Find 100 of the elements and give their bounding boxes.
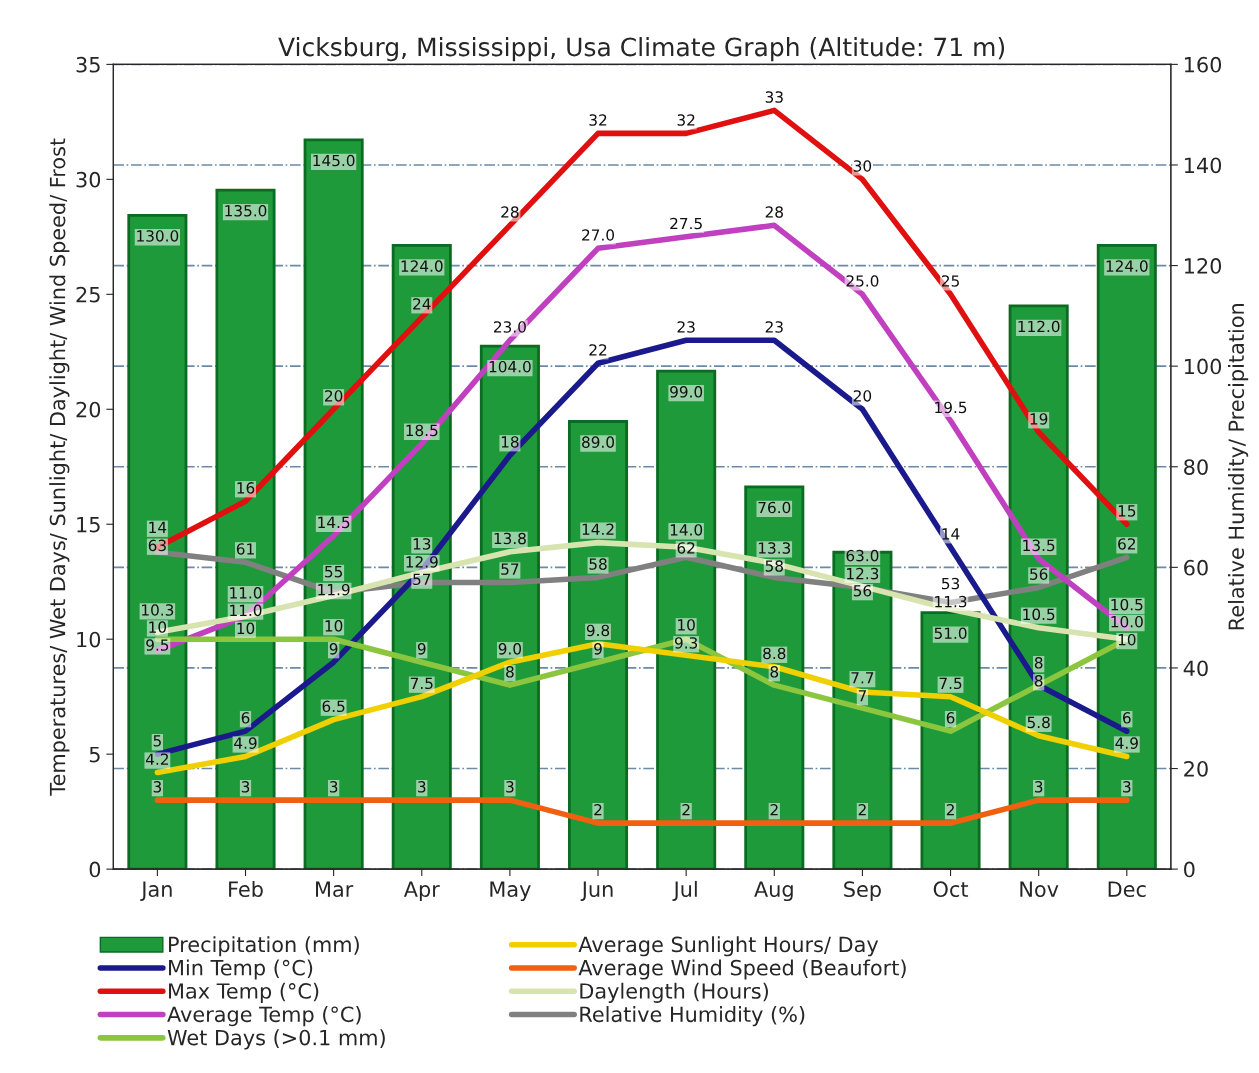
x-tick-label: Nov <box>1020 881 1059 898</box>
data-label: 32 <box>589 114 607 126</box>
data-label: 4.2 <box>145 753 168 765</box>
y2-tick-label: 40 <box>1183 660 1208 677</box>
data-label: 13.3 <box>758 542 791 554</box>
data-label: 135.0 <box>225 205 267 217</box>
data-label: 14 <box>149 521 167 533</box>
data-label: 9 <box>594 643 602 655</box>
data-label: 10.5 <box>1023 608 1055 621</box>
data-label: 130.0 <box>137 230 179 242</box>
data-label: 6.5 <box>322 700 345 713</box>
data-label: 10.0 <box>1111 615 1143 628</box>
data-label: 5 <box>153 735 161 747</box>
y-tick-label: 5 <box>89 746 100 763</box>
data-label: 145.0 <box>313 154 355 167</box>
y2-tick-label: 140 <box>1184 157 1222 174</box>
x-tick-label: Jan <box>140 881 172 901</box>
data-label: 14.2 <box>582 523 614 535</box>
legend-label: Relative Humidity (%) <box>580 1006 805 1027</box>
data-label: 10 <box>325 620 343 632</box>
data-label: 3 <box>329 781 338 793</box>
data-label: 2 <box>946 804 954 816</box>
legend-label: Min Temp (°C) <box>169 959 313 980</box>
x-tick-label: Feb <box>229 880 263 898</box>
data-label: 58 <box>765 560 783 572</box>
y-tick-label: 10 <box>77 631 101 648</box>
data-label: 4.9 <box>234 737 257 749</box>
data-label: 62 <box>677 542 695 554</box>
bar <box>1096 244 1157 870</box>
data-label: 15 <box>1118 505 1136 517</box>
bar <box>127 213 188 870</box>
data-label: 18 <box>501 436 519 448</box>
data-label: 11.0 <box>230 604 262 617</box>
data-label: 16 <box>237 482 255 494</box>
data-label: 57 <box>413 573 431 586</box>
y-axis-title: Temperatures/ Wet Days/ Sunlight/ Daylight/ Wind Speed/ Frost <box>49 138 70 796</box>
data-label: 6 <box>946 712 955 724</box>
data-label: 13.5 <box>1023 539 1055 552</box>
legend-label: Average Sunlight Hours/ Day <box>578 936 879 957</box>
data-label: 7.7 <box>851 672 874 684</box>
x-tick-label: Jun <box>580 881 613 901</box>
data-label: 9.8 <box>586 624 610 637</box>
data-label: 8.8 <box>763 647 786 660</box>
data-label: 19.5 <box>935 401 967 414</box>
data-label: 25.0 <box>846 275 879 287</box>
data-label: 99.0 <box>670 386 703 398</box>
data-label: 2 <box>770 804 778 816</box>
data-label: 9 <box>417 643 426 655</box>
x-tick-label: Apr <box>403 881 440 902</box>
legend-label: Average Wind Speed (Beaufort) <box>578 959 906 980</box>
chart-title: Vicksburg, Mississippi, Usa Climate Graph (Altitude: 71 m) <box>278 37 1005 62</box>
bar <box>567 420 629 870</box>
data-label: 24 <box>413 298 431 310</box>
data-label: 89.0 <box>582 436 615 448</box>
data-label: 20 <box>325 390 343 402</box>
x-tick-label: Mar <box>316 881 354 898</box>
data-label: 8 <box>1034 657 1043 669</box>
data-label: 12.3 <box>847 567 879 580</box>
data-label: 9.0 <box>498 643 522 655</box>
data-label: 33 <box>765 91 783 103</box>
data-label: 62 <box>1118 538 1135 550</box>
data-label: 19 <box>1030 413 1048 425</box>
data-label: 18.5 <box>406 424 438 437</box>
y-tick-label: 15 <box>77 516 100 533</box>
data-label: 25 <box>941 275 959 287</box>
data-label: 7.5 <box>939 677 962 690</box>
x-tick-label: Aug <box>754 881 793 902</box>
data-label: 63.0 <box>846 549 879 562</box>
data-label: 3 <box>241 781 250 793</box>
data-label: 27.0 <box>582 229 615 241</box>
data-label: 112.0 <box>1018 320 1060 333</box>
bar <box>479 344 540 870</box>
data-label: 3 <box>506 781 514 793</box>
data-label: 56 <box>853 585 872 597</box>
data-label: 10 <box>1118 633 1136 646</box>
data-label: 10.3 <box>142 604 174 616</box>
y2-tick-label: 160 <box>1184 56 1222 73</box>
data-label: 13 <box>413 538 431 550</box>
data-label: 3 <box>1123 781 1131 793</box>
data-label: 28 <box>501 206 519 218</box>
data-label: 3 <box>1034 781 1043 793</box>
data-label: 9.5 <box>146 639 169 651</box>
bar <box>1008 304 1069 870</box>
x-tick-label: Jul <box>672 880 697 901</box>
data-label: 104.0 <box>489 360 531 373</box>
y2-tick-label: 100 <box>1184 358 1222 375</box>
bar <box>215 188 276 870</box>
y-tick-label: 35 <box>76 56 100 73</box>
data-label: 2 <box>858 804 866 816</box>
bar <box>744 485 805 870</box>
data-label: 23.0 <box>494 321 526 333</box>
data-label: 30 <box>853 160 872 172</box>
data-label: 23 <box>765 321 783 333</box>
data-label: 53 <box>942 577 960 590</box>
data-label: 61 <box>236 543 254 555</box>
data-label: 2 <box>594 804 602 816</box>
data-label: 56 <box>1030 568 1048 580</box>
y-tick-label: 0 <box>89 861 101 878</box>
data-label: 22 <box>589 344 607 356</box>
y2-tick-label: 60 <box>1184 559 1208 576</box>
